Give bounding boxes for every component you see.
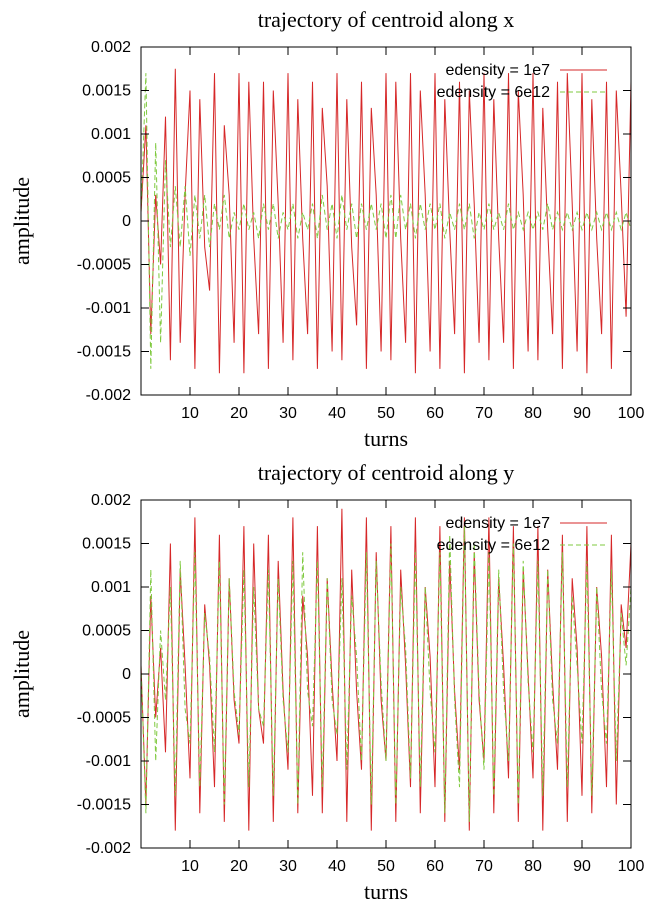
chart-2-x-tick-label: 40 [328, 858, 346, 875]
chart-1-x-tick-label: 10 [181, 405, 199, 422]
chart-2-x-tick-label: 100 [618, 858, 645, 875]
chart-1-y-tick-label: 0.001 [91, 126, 131, 143]
chart-1-y-tick-label: 0.0015 [82, 83, 131, 100]
chart-1-y-tick-label: 0.0005 [82, 170, 131, 187]
chart-1-x-tick-label: 70 [475, 405, 493, 422]
chart-1-x-axis-label: turns [364, 426, 408, 451]
chart-1-y-tick-label: 0 [122, 213, 131, 230]
chart-1-y-tick-label: -0.002 [86, 387, 131, 404]
chart-2-legend-label-2: edensity = 6e12 [437, 537, 551, 554]
chart-1-y-tick-label: -0.0015 [77, 344, 131, 361]
chart-2-y-tick-label: 0.0015 [82, 536, 131, 553]
chart-1: trajectory of centroid along x amplitude t… [9, 7, 644, 451]
chart-2-y-tick-label: -0.0005 [77, 710, 131, 727]
chart-1-legend: edensity = 1e7 edensity = 6e12 [437, 62, 607, 101]
chart-1-legend-label-2: edensity = 6e12 [437, 84, 551, 101]
chart-1-legend-label-1: edensity = 1e7 [445, 62, 550, 79]
chart-1-y-tick-label: -0.001 [86, 300, 131, 317]
chart-1-x-tick-label: 20 [230, 405, 248, 422]
chart-2-y-tick-label: 0.002 [91, 492, 131, 509]
chart-2: trajectory of centroid along y amplitude t… [9, 460, 644, 904]
chart-1-title: trajectory of centroid along x [258, 7, 515, 32]
chart-2-x-tick-label: 10 [181, 858, 199, 875]
chart-1-x-tick-label: 30 [279, 405, 297, 422]
chart-1-y-tick-label: -0.0005 [77, 257, 131, 274]
chart-2-y-tick-label: 0 [122, 666, 131, 683]
chart-2-y-tick-label: 0.0005 [82, 623, 131, 640]
chart-1-x-tick-label: 60 [426, 405, 444, 422]
chart-2-y-tick-label: 0.001 [91, 579, 131, 596]
chart-1-x-tick-label: 40 [328, 405, 346, 422]
chart-2-x-tick-label: 50 [377, 858, 395, 875]
chart-2-y-tick-label: -0.002 [86, 840, 131, 857]
chart-2-series-2-line [141, 526, 631, 822]
chart-1-series-1-line [141, 68, 631, 374]
chart-1-x-tick-label: 90 [573, 405, 591, 422]
chart-2-x-tick-label: 20 [230, 858, 248, 875]
chart-1-y-tick-label: 0.002 [91, 39, 131, 56]
chart-1-x-tick-label: 80 [524, 405, 542, 422]
chart-2-x-axis-label: turns [364, 879, 408, 904]
chart-2-y-tick-label: -0.001 [86, 753, 131, 770]
chart-1-y-axis-label: amplitude [9, 177, 34, 265]
chart-2-plot-frame [140, 499, 632, 849]
chart-1-plot-frame [140, 46, 632, 396]
chart-2-title: trajectory of centroid along y [258, 460, 515, 485]
chart-2-x-tick-label: 30 [279, 858, 297, 875]
chart-2-x-tick-label: 70 [475, 858, 493, 875]
chart-2-legend-label-1: edensity = 1e7 [445, 515, 550, 532]
chart-1-x-tick-label: 50 [377, 405, 395, 422]
chart-1-series-2-line [141, 73, 631, 369]
chart-2-x-tick-label: 60 [426, 858, 444, 875]
chart-2-legend: edensity = 1e7 edensity = 6e12 [437, 515, 607, 554]
chart-2-x-tick-label: 80 [524, 858, 542, 875]
chart-2-y-tick-label: -0.0015 [77, 797, 131, 814]
chart-1-x-tick-label: 100 [618, 405, 645, 422]
chart-2-series-1-line [141, 508, 631, 831]
chart-2-y-axis-label: amplitude [9, 630, 34, 718]
chart-2-x-tick-label: 90 [573, 858, 591, 875]
